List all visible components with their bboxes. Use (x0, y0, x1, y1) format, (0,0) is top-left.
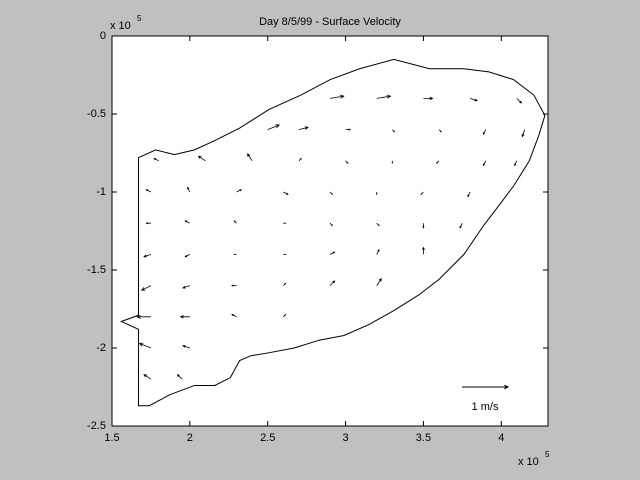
velocity-arrow (422, 246, 425, 255)
velocity-arrow (140, 285, 152, 291)
velocity-arrow (184, 220, 191, 224)
velocity-arrow (470, 98, 478, 102)
velocity-arrow (187, 186, 191, 193)
y-tick-label: -2 (96, 342, 106, 354)
velocity-arrow (376, 192, 378, 196)
velocity-arrow (438, 129, 442, 133)
velocity-arrow (182, 344, 190, 349)
y-tick-label: -1.5 (87, 264, 106, 276)
velocity-arrow (247, 153, 253, 162)
x-tick-label: 3 (343, 432, 349, 444)
x-tick-label: 1.5 (104, 432, 119, 444)
velocity-arrow (267, 124, 281, 130)
velocity-arrow (298, 157, 302, 162)
velocity-arrow (283, 253, 287, 256)
velocity-arrow (391, 160, 393, 165)
x-tick-label: 3.5 (416, 432, 431, 444)
velocity-arrow (329, 94, 345, 99)
chart-title: Day 8/5/99 - Surface Velocity (259, 16, 401, 28)
velocity-arrow (236, 189, 242, 193)
velocity-arrow (436, 160, 440, 164)
x-tick-label: 4 (498, 432, 504, 444)
velocity-arrow (376, 222, 380, 227)
velocity-arrow (197, 155, 206, 162)
velocity-arrow (231, 284, 237, 287)
velocity-arrow (184, 254, 191, 258)
velocity-arrow (483, 160, 487, 167)
plot-area (111, 35, 549, 427)
velocity-arrow (138, 342, 152, 349)
velocity-arrow (376, 248, 380, 255)
velocity-arrow (483, 129, 487, 136)
x-tick-label: 2 (187, 432, 193, 444)
velocity-arrow (143, 374, 152, 380)
y-tick-label: -0.5 (87, 108, 106, 120)
velocity-arrow (283, 222, 287, 224)
y-tick-label: -1 (96, 186, 106, 198)
y-tick-label: -2.5 (87, 420, 106, 432)
reference-arrow (462, 384, 510, 390)
velocity-arrow (298, 126, 309, 130)
velocity-arrow (176, 373, 183, 380)
velocity-arrow (179, 315, 190, 319)
boundary (120, 58, 546, 407)
velocity-arrow (136, 314, 151, 319)
x-tick-label: 2.5 (260, 432, 275, 444)
velocity-arrow (329, 251, 336, 255)
velocity-arrow (420, 191, 424, 195)
velocity-arrow (514, 160, 518, 167)
velocity-arrow (231, 314, 237, 318)
velocity-arrow (329, 191, 333, 195)
velocity-arrow (233, 253, 237, 256)
y-multiplier-base: x 10 (110, 20, 131, 32)
velocity-arrow (182, 285, 190, 289)
velocity-arrow (143, 254, 152, 258)
velocity-arrow (521, 129, 526, 138)
x-multiplier-base: x 10 (518, 456, 539, 468)
x-multiplier-exponent: 5 (545, 450, 550, 459)
velocity-arrow (345, 128, 352, 131)
velocity-arrow (283, 282, 287, 286)
velocity-arrow (329, 222, 333, 227)
velocity-arrow (423, 96, 434, 101)
velocity-arrow (376, 94, 392, 99)
velocity-arrow (345, 160, 349, 164)
velocity-arrow (467, 191, 471, 198)
reference-label: 1 m/s (472, 401, 499, 413)
y-tick-label: 0 (100, 30, 106, 42)
velocity-arrow (459, 223, 463, 229)
velocity-arrow (145, 222, 151, 225)
y-multiplier-exponent: 5 (137, 14, 142, 23)
velocity-arrow (392, 129, 396, 133)
velocity-arrow (283, 191, 289, 195)
velocity-arrow (329, 280, 336, 286)
velocity-arrow (233, 220, 237, 224)
velocity-arrow (422, 223, 425, 229)
velocity-arrow (283, 313, 287, 318)
velocity-arrow (376, 277, 382, 286)
velocity-arrow (145, 189, 152, 193)
velocity-arrow (516, 98, 523, 104)
velocity-arrow (153, 158, 159, 162)
